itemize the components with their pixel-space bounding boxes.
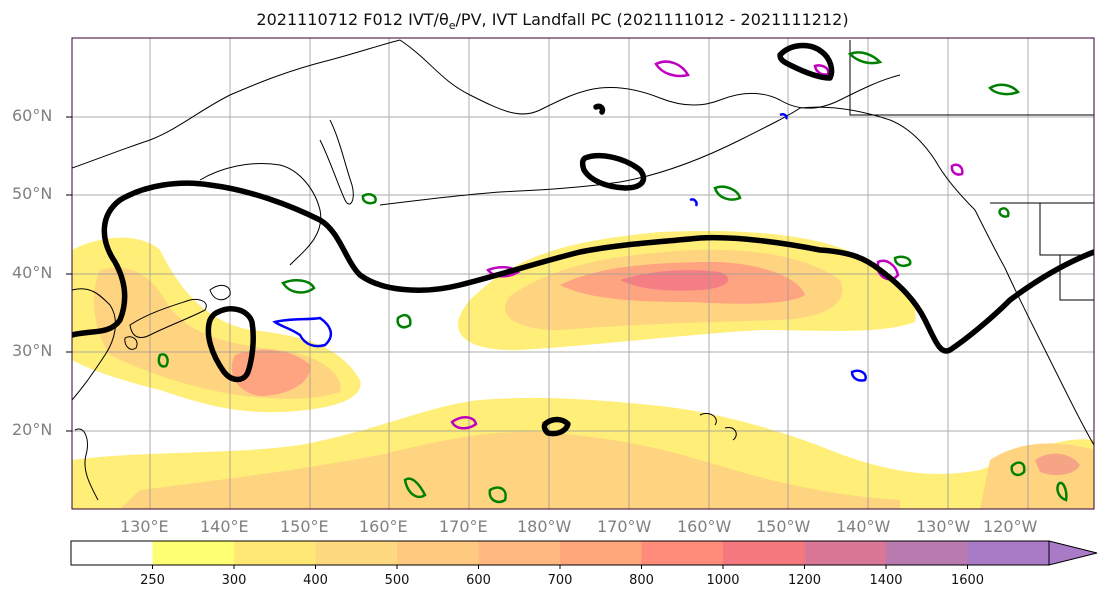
colorbar-segment: [478, 541, 561, 565]
colorbar-label: 300: [221, 573, 247, 588]
pv-contours: [72, 42, 1094, 437]
coastline-canada-interior: [849, 40, 1094, 116]
colorbar-segment: [315, 541, 398, 565]
pv-small-contour: [593, 103, 606, 115]
colorbar-label: 500: [384, 573, 410, 588]
ivt-band-tropical-mid: [120, 431, 900, 509]
pv-closed-contour-bering: [579, 152, 647, 191]
colorbar-label: 1200: [787, 573, 822, 588]
coastline-taiwan-philippines: [74, 428, 99, 501]
lon-label-130e: 130°E: [120, 517, 169, 536]
coastline-bc-us-west: [974, 209, 1094, 446]
coastline-okhotsk: [199, 162, 322, 266]
lat-label-60n: 60°N: [12, 106, 53, 125]
colorbar-label: 700: [547, 573, 573, 588]
colorbar-label: 600: [466, 573, 491, 588]
colorbar-segment: [804, 541, 887, 565]
coastline-alaska-gulf: [799, 106, 976, 211]
axis-ticks: [66, 116, 72, 432]
colorbar-segment: [560, 541, 642, 565]
lat-label-50n: 50°N: [12, 184, 53, 203]
coastline-korea-china: [72, 288, 116, 401]
coastlines: [72, 39, 1094, 501]
pv-closed-contour-japan: [205, 306, 256, 383]
lat-label-20n: 20°N: [12, 420, 53, 439]
graticule: [72, 38, 1094, 509]
colorbar-segment: [152, 541, 235, 565]
colorbar-segment: [967, 541, 1050, 565]
coastline-alaska: [399, 39, 901, 115]
pv-closed-contour-tropical: [541, 416, 571, 437]
coastline-kyushu: [124, 336, 138, 350]
colorbar-segment: [641, 541, 724, 565]
lon-label-180w: 180°W: [517, 517, 572, 536]
blue-contours: [272, 113, 867, 382]
colorbar-segment: [71, 541, 153, 565]
colorbar-segment: [886, 541, 968, 565]
colorbar-extend-arrow: [1048, 540, 1098, 566]
coastline-japan-hokkaido: [209, 284, 231, 301]
colorbar-segment: [397, 541, 479, 565]
lat-label-30n: 30°N: [12, 341, 53, 360]
coastline-aleutians: [379, 107, 801, 206]
colorbar-segment: [234, 541, 316, 565]
theta-e-contours: [157, 51, 1068, 504]
coastline-kamchatka: [319, 119, 354, 205]
ivt-band-tropical-east-core: [1035, 453, 1080, 476]
colorbar-label: 400: [303, 573, 328, 588]
lon-label-160e: 160°E: [359, 517, 408, 536]
lon-label-120w: 120°W: [983, 517, 1038, 536]
ivt-band-north-pacific-max: [620, 270, 729, 291]
colorbar-label: 1400: [869, 573, 903, 588]
map-panel: [72, 38, 1094, 509]
coastline-hawaii: [699, 412, 737, 441]
lon-label-140w: 140°W: [836, 517, 891, 536]
coastline-japan-honshu: [129, 299, 207, 338]
lon-label-170w: 170°W: [597, 517, 652, 536]
coastline-asia: [72, 39, 401, 169]
colorbar-label: 1600: [950, 573, 985, 588]
pv-closed-contour-north: [777, 42, 835, 81]
pv-main-contour: [72, 180, 1094, 354]
colorbar-segment: [723, 541, 805, 565]
lon-label-130w: 130°W: [916, 517, 971, 536]
colorbar: [70, 540, 1098, 569]
lat-label-40n: 40°N: [12, 263, 53, 282]
map-title: 2021110712 F012 IVT/θe/PV, IVT Landfall …: [256, 10, 849, 33]
colorbar-label: 250: [140, 573, 165, 588]
lon-label-160w: 160°W: [677, 517, 732, 536]
colorbar-label: 800: [629, 573, 654, 588]
ivt-shading: [72, 230, 1094, 509]
lon-label-170e: 170°E: [439, 517, 488, 536]
lon-label-150e: 150°E: [280, 517, 329, 536]
lon-label-150w: 150°W: [756, 517, 811, 536]
lon-label-140e: 140°E: [200, 517, 249, 536]
colorbar-label: 1000: [706, 573, 740, 588]
